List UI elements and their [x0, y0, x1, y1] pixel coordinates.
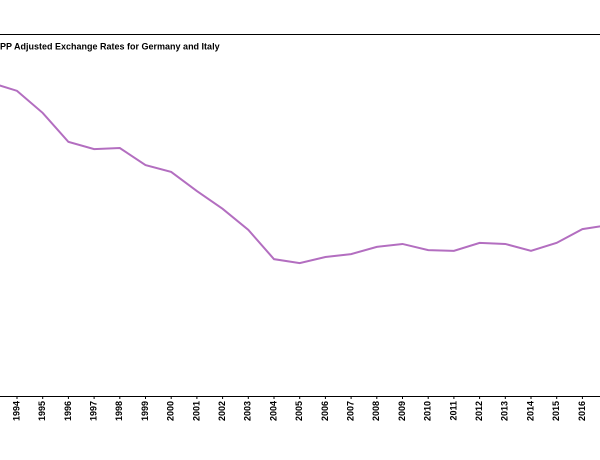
x-tick-label: 1998	[114, 401, 124, 421]
chart-title: PP Adjusted Exchange Rates for Germany a…	[0, 41, 220, 51]
x-tick-label: 2010	[423, 401, 433, 421]
x-tick-label: 1995	[37, 401, 47, 421]
x-tick-label: 2007	[345, 401, 355, 421]
x-tick-label: 2003	[243, 401, 253, 421]
x-tick-label: 2000	[166, 401, 176, 421]
x-tick-label: 2005	[294, 401, 304, 421]
x-tick-label: 1994	[11, 401, 21, 421]
x-tick-label: 1999	[140, 401, 150, 421]
x-tick-label: 1996	[63, 401, 73, 421]
x-tick-label: 2001	[191, 401, 201, 421]
x-tick-label: 2014	[525, 401, 535, 421]
x-tick-label: 2002	[217, 401, 227, 421]
x-tick-label: 2016	[577, 401, 587, 421]
x-tick-label: 2012	[474, 401, 484, 421]
x-tick-label: 2011	[448, 401, 458, 421]
line-series	[0, 84, 600, 265]
x-tick-label: 2006	[320, 401, 330, 421]
x-tick-label: 2015	[551, 401, 561, 421]
x-tick-label: 1997	[88, 401, 98, 421]
x-tick-label: 2009	[397, 401, 407, 421]
x-tick-label: 2004	[268, 401, 278, 421]
x-tick-label: 2013	[500, 401, 510, 421]
x-tick-label: 2008	[371, 401, 381, 421]
